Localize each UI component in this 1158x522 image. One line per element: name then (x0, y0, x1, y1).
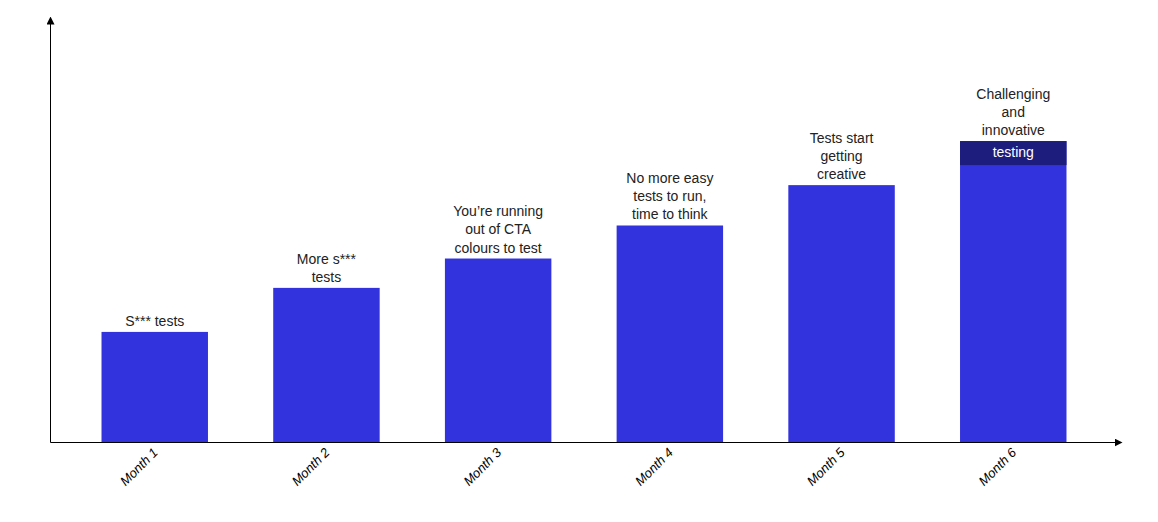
annotation-line: tests (312, 269, 342, 285)
x-tick-label: Month 6 (976, 444, 1020, 488)
annotation-line: getting (821, 148, 863, 164)
annotation: testing (993, 144, 1034, 160)
annotations: S*** tests More s*** tests You’re running ou… (125, 86, 1066, 329)
x-axis: Month 1 Month 2 Month 3 Month 4 Month 5 Month… (51, 442, 1119, 489)
x-tick: Month 5 (804, 442, 848, 489)
annotation-line: creative (817, 166, 866, 182)
x-tick: Month 2 (289, 442, 333, 489)
annotation-line: S*** tests (125, 313, 184, 329)
x-tick-label: Month 4 (632, 445, 676, 489)
annotation: No more easy tests to run, time to think (626, 170, 713, 222)
annotation-line: No more easy (626, 170, 713, 186)
x-tick: Month 4 (632, 442, 676, 489)
x-tick-label: Month 5 (804, 444, 848, 488)
bar (273, 288, 379, 442)
annotation-line: testing (993, 144, 1034, 160)
x-tick: Month 1 (117, 442, 161, 489)
annotation-line: You’re running (453, 203, 543, 219)
annotation-line: Tests start (810, 130, 874, 146)
annotation-line: and (1002, 104, 1025, 120)
bar (445, 259, 551, 442)
annotation: S*** tests (125, 313, 184, 329)
y-axis (50, 21, 51, 443)
bars (102, 141, 1067, 442)
annotation-highlight (960, 141, 1066, 165)
annotation-line: colours to test (455, 240, 542, 256)
annotation: You’re running out of CTA colours to test (453, 203, 543, 255)
x-tick: Month 6 (976, 442, 1020, 489)
x-tick-label: Month 3 (460, 444, 504, 488)
annotation-line: out of CTA (465, 221, 532, 237)
x-tick: Month 3 (460, 442, 504, 489)
bar (960, 141, 1066, 442)
annotation-line: More s*** (297, 251, 357, 267)
x-axis-line (51, 442, 1119, 443)
chart: Month 1 Month 2 Month 3 Month 4 Month 5 Month… (0, 0, 1158, 522)
annotation: More s*** tests (297, 251, 357, 285)
plot: Month 1 Month 2 Month 3 Month 4 Month 5 Month… (51, 21, 1119, 489)
annotation-line: Challenging (976, 86, 1050, 102)
annotation-line: time to think (632, 206, 708, 222)
annotation: Tests start getting creative (810, 130, 874, 182)
annotation-line: innovative (982, 122, 1045, 138)
x-tick-label: Month 2 (289, 444, 333, 488)
x-tick-label: Month 1 (117, 445, 161, 489)
y-axis-line (50, 21, 51, 443)
bar (617, 225, 723, 442)
chart-container: Month 1 Month 2 Month 3 Month 4 Month 5 Month… (0, 0, 1158, 522)
bar (102, 332, 208, 442)
bar (788, 185, 894, 442)
annotation: Challenging and innovative (976, 86, 1050, 138)
annotation-line: tests to run, (633, 188, 706, 204)
